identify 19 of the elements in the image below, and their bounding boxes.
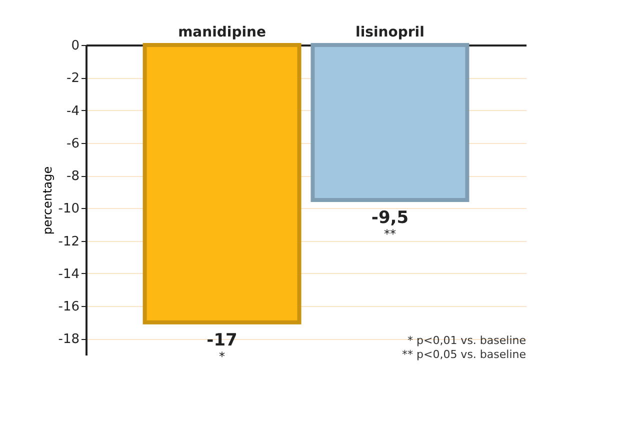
y-tick-label: -16 — [58, 300, 80, 315]
y-tick-label: -6 — [66, 136, 80, 152]
text: -9,5 — [371, 208, 409, 228]
annotation: ** — [384, 227, 396, 241]
y-tick-label: -4 — [66, 104, 80, 119]
y-tick-label: 0 — [71, 38, 80, 54]
y-tick-label: -18 — [58, 332, 80, 348]
annotation: * — [219, 349, 226, 364]
y-tick-label: -14 — [58, 266, 80, 282]
y-axis-title: percentage — [40, 166, 54, 235]
y-tick-label: -10 — [58, 202, 80, 217]
annotation: ** p<0,05 vs. baseline — [402, 348, 526, 361]
y-tick-label: -8 — [66, 169, 80, 184]
x-tick-label: manidipine — [178, 24, 266, 40]
y-tick-label: -2 — [66, 71, 80, 86]
text: -17 — [206, 330, 238, 350]
annotation: * p<0,01 vs. baseline — [408, 334, 526, 347]
x-tick-label: lisinopril — [356, 24, 424, 40]
y-tick-label: -12 — [58, 234, 80, 250]
